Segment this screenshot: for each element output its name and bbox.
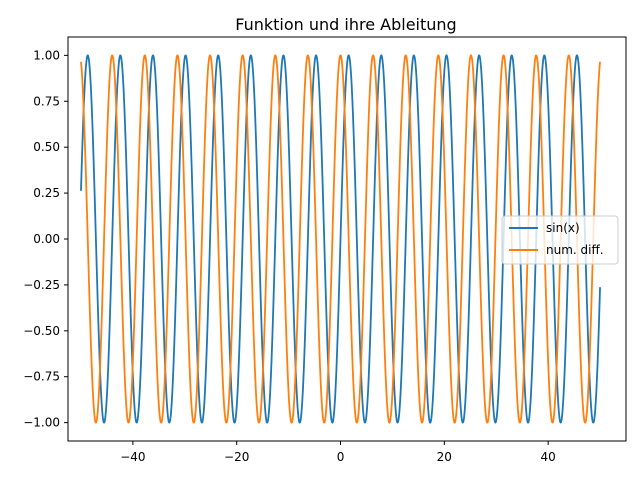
series-layer xyxy=(80,54,601,424)
y-tick-label: 1.00 xyxy=(33,48,60,62)
chart-title: Funktion und ihre Ableitung xyxy=(235,15,456,34)
legend-label-sin: sin(x) xyxy=(546,221,580,235)
legend: sin(x) num. diff. xyxy=(501,215,619,265)
y-tick-label: 0.75 xyxy=(33,94,60,108)
x-tick-label: 0 xyxy=(337,450,345,464)
y-tick-label: 0.50 xyxy=(33,140,60,154)
legend-label-num-diff: num. diff. xyxy=(546,243,604,257)
x-tick-label: −20 xyxy=(224,450,249,464)
x-tick-label: 40 xyxy=(540,450,555,464)
y-tick-label: −0.75 xyxy=(23,370,60,384)
series-line-0 xyxy=(80,54,601,424)
y-tick-label: 0.25 xyxy=(33,186,60,200)
y-axis: −1.00 −0.75 −0.50 −0.25 0.00 0.25 0.50 0.75 1.00 xyxy=(23,48,68,430)
series-line-1 xyxy=(80,54,601,424)
x-axis: −40 −20 0 20 40 xyxy=(120,441,556,464)
y-tick-label: −0.25 xyxy=(23,278,60,292)
x-tick-label: 20 xyxy=(437,450,452,464)
y-tick-label: 0.00 xyxy=(33,232,60,246)
x-tick-label: −40 xyxy=(120,450,145,464)
y-tick-label: −0.50 xyxy=(23,324,60,338)
y-tick-label: −1.00 xyxy=(23,416,60,430)
